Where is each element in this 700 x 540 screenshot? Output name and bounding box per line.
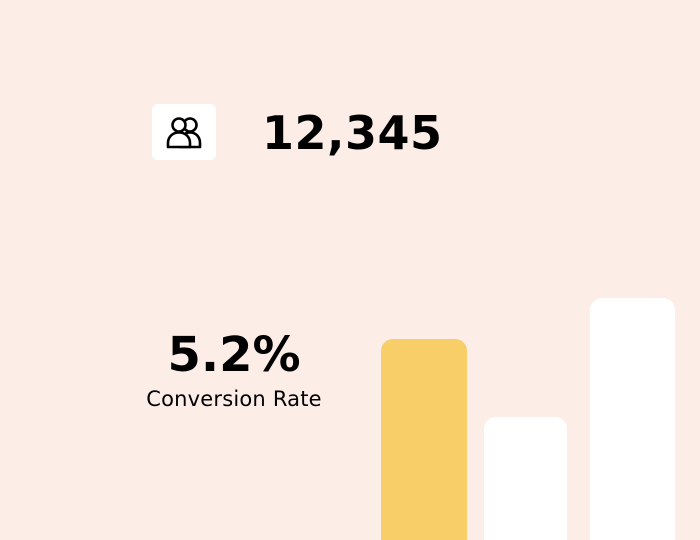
bar-3 bbox=[590, 298, 675, 540]
users-badge bbox=[152, 104, 216, 160]
users-icon bbox=[164, 114, 204, 150]
bar-2 bbox=[484, 417, 567, 540]
conversion-rate-stat: 5.2% Conversion Rate bbox=[120, 326, 348, 412]
bar-graphic bbox=[381, 298, 675, 540]
conversion-rate-label: Conversion Rate bbox=[146, 387, 322, 411]
user-count-value: 12,345 bbox=[262, 106, 443, 160]
bar-1 bbox=[381, 339, 467, 540]
conversion-rate-value: 5.2% bbox=[167, 327, 301, 383]
